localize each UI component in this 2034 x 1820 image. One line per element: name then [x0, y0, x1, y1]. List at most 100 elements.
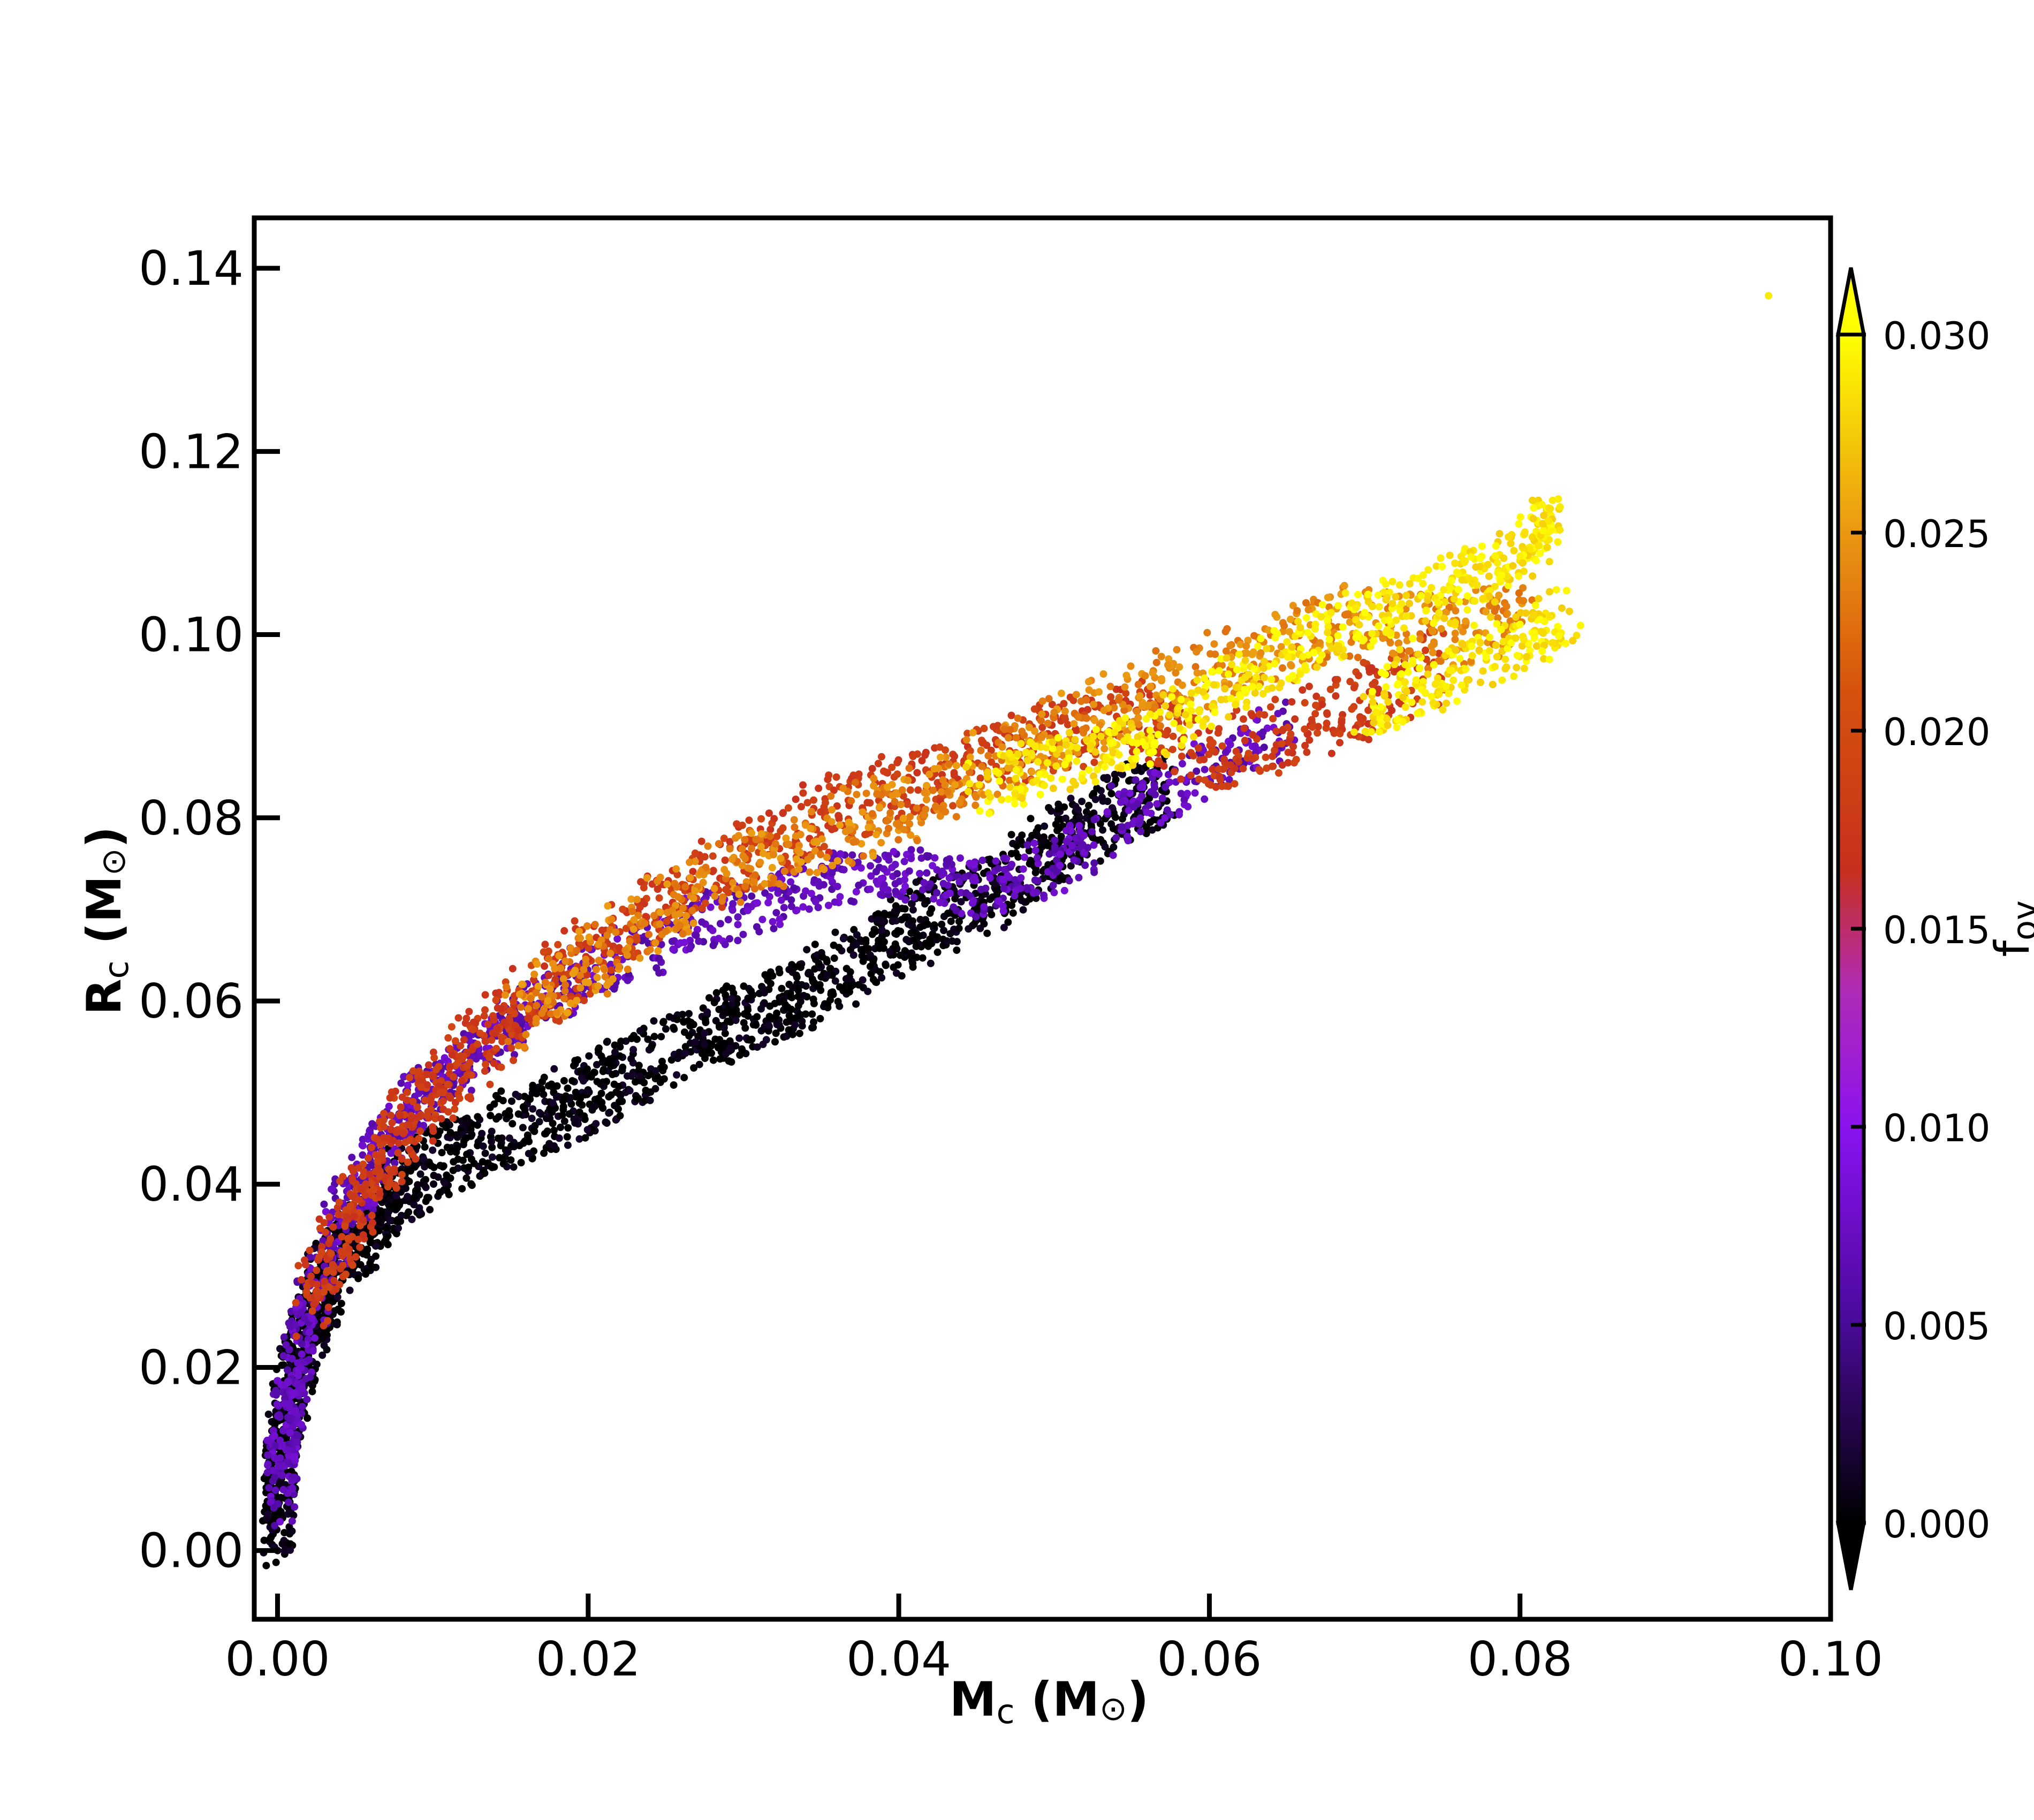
data-point [970, 860, 978, 868]
data-point [494, 1134, 502, 1142]
data-point [702, 1019, 710, 1026]
data-point [560, 927, 568, 935]
data-point [847, 897, 855, 905]
data-point [893, 759, 901, 767]
data-point [293, 1381, 301, 1388]
data-point [1308, 716, 1316, 724]
data-point [970, 873, 978, 881]
data-point [660, 1075, 668, 1083]
data-point [901, 947, 909, 955]
data-point [748, 892, 756, 900]
data-point [901, 882, 909, 890]
data-point [558, 1111, 566, 1119]
data-point [386, 1094, 394, 1102]
data-point [371, 1242, 380, 1250]
data-point [492, 1115, 500, 1123]
data-point [708, 1041, 716, 1048]
data-point [327, 1235, 335, 1243]
data-point [637, 878, 645, 886]
data-point [832, 773, 840, 781]
data-point [474, 1142, 482, 1150]
data-point [1117, 798, 1125, 806]
data-point [824, 776, 832, 784]
data-point [398, 1093, 406, 1101]
data-point [1000, 923, 1008, 931]
data-point [1107, 693, 1115, 701]
data-point [481, 1169, 489, 1177]
data-point [488, 1153, 496, 1161]
data-point [1355, 672, 1363, 679]
data-point [945, 874, 953, 882]
data-point [386, 1216, 394, 1224]
data-point [868, 764, 876, 772]
data-point [274, 1377, 282, 1385]
data-point [276, 1413, 284, 1421]
data-point [833, 883, 841, 891]
data-point [540, 1073, 548, 1081]
data-point [798, 1017, 806, 1025]
data-point [271, 1454, 279, 1462]
data-point [866, 951, 874, 959]
data-point [914, 786, 922, 794]
data-point [397, 1103, 405, 1111]
data-point [775, 965, 783, 973]
data-point [449, 1114, 457, 1122]
data-point [709, 942, 717, 950]
data-point [1070, 856, 1078, 864]
data-point [412, 1155, 420, 1163]
data-point [497, 1142, 505, 1150]
data-point [785, 1012, 793, 1020]
data-point [454, 1059, 461, 1067]
data-point [463, 1150, 471, 1158]
data-point [428, 1072, 436, 1080]
data-point [726, 1044, 734, 1052]
data-point [680, 1074, 688, 1082]
data-point [626, 937, 634, 945]
data-point [632, 1078, 639, 1086]
data-point [339, 1173, 347, 1181]
data-point [573, 946, 581, 954]
data-point [310, 1334, 318, 1342]
data-point [384, 1241, 392, 1248]
data-point [1151, 791, 1159, 799]
data-point [344, 1234, 352, 1242]
data-point [308, 1307, 316, 1315]
data-point [1220, 764, 1228, 772]
data-point [1259, 728, 1267, 736]
data-point [886, 947, 894, 956]
data-point [800, 992, 808, 999]
data-point [463, 1119, 471, 1127]
data-point [1111, 770, 1119, 778]
data-point [1209, 765, 1217, 773]
data-point [329, 1223, 337, 1231]
data-point [862, 936, 870, 944]
data-point [675, 1049, 683, 1057]
data-point [464, 1093, 472, 1101]
data-point [1269, 715, 1277, 723]
data-point [660, 1063, 668, 1071]
data-point [497, 1087, 505, 1095]
data-point [1359, 715, 1367, 723]
data-point [992, 857, 1000, 865]
data-point [859, 957, 867, 965]
data-point [264, 1410, 272, 1419]
data-point [670, 1081, 678, 1089]
data-point [517, 1159, 525, 1166]
data-point [595, 1096, 603, 1104]
data-point [337, 1300, 345, 1308]
data-point [490, 1059, 498, 1067]
data-point [1088, 828, 1096, 836]
data-point [999, 907, 1007, 915]
data-point [1060, 886, 1068, 894]
data-point [1327, 749, 1335, 757]
data-point [1326, 685, 1334, 693]
data-point [453, 1133, 461, 1141]
data-point [1122, 689, 1130, 697]
data-point [722, 1050, 730, 1058]
data-point [828, 825, 836, 833]
data-point [784, 804, 792, 812]
data-point [366, 1234, 374, 1241]
data-point [450, 1073, 458, 1081]
data-point [916, 915, 924, 923]
data-point [864, 988, 872, 996]
